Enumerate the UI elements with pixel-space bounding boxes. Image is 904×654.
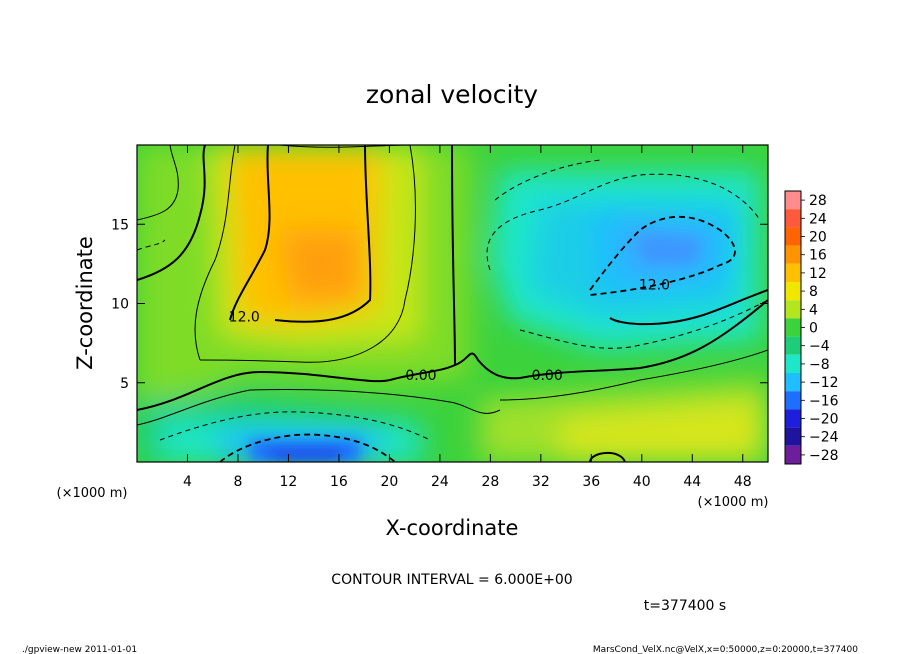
plot-area xyxy=(137,145,768,462)
footer-right: MarsCond_VelX.nc@VelX,x=0:50000,z=0:2000… xyxy=(593,645,858,654)
colorbar-swatch xyxy=(785,336,801,355)
colorbar-label: −4 xyxy=(809,339,830,355)
contour-interval: CONTOUR INTERVAL = 6.000E+00 xyxy=(331,572,572,588)
contour-label: 0.00 xyxy=(532,368,563,384)
colorbar-swatch xyxy=(785,354,801,373)
colorbar-label: 12 xyxy=(809,266,827,282)
x-tick-label: 12 xyxy=(280,474,298,490)
x-unit-label-left: (×1000 m) xyxy=(57,486,128,501)
colorbar-label: 24 xyxy=(809,211,827,227)
x-tick-label: 8 xyxy=(233,474,242,490)
time-label: t=377400 s xyxy=(644,598,726,614)
colorbar-label: 8 xyxy=(809,284,818,300)
x-tick-label: 44 xyxy=(683,474,701,490)
colorbar-swatch xyxy=(785,445,801,464)
y-tick-label: 10 xyxy=(111,297,129,313)
colorbar-swatch xyxy=(785,282,801,301)
colorbar-label: −20 xyxy=(809,412,839,428)
x-tick-label: 24 xyxy=(431,474,449,490)
footer-left: ./gpview-new 2011-01-01 xyxy=(22,645,137,654)
x-axis-label: X-coordinate xyxy=(386,516,519,540)
y-tick-label: 5 xyxy=(120,376,129,392)
colorbar-label: −28 xyxy=(809,448,839,464)
contour-label: 12.0 xyxy=(639,278,670,294)
colorbar-swatch xyxy=(785,391,801,410)
contour-label: 0.00 xyxy=(405,368,436,384)
colorbar-swatch xyxy=(785,209,801,228)
x-tick-label: 32 xyxy=(532,474,550,490)
colorbar-label: −8 xyxy=(809,357,830,373)
colorbar-label: −24 xyxy=(809,430,839,446)
colorbar-swatch xyxy=(785,263,801,282)
y-axis-label: Z-coordinate xyxy=(73,236,97,370)
colorbar-label: 16 xyxy=(809,248,827,264)
contour-label: 12.0 xyxy=(229,309,260,325)
colorbar-label: 20 xyxy=(809,230,827,246)
colorbar-swatch xyxy=(785,427,801,446)
colorbar-label: 4 xyxy=(809,302,818,318)
x-tick-label: 16 xyxy=(330,474,348,490)
colorbar-swatch xyxy=(785,318,801,337)
colorbar-swatch xyxy=(785,191,801,210)
x-tick-label: 20 xyxy=(380,474,398,490)
colorbar-label: −12 xyxy=(809,375,839,391)
colorbar-label: 28 xyxy=(809,193,827,209)
colorbar-swatch xyxy=(785,227,801,246)
chart-title: zonal velocity xyxy=(366,80,538,109)
x-tick-label: 36 xyxy=(582,474,600,490)
colorbar-swatch xyxy=(785,373,801,392)
colorbar-label: −16 xyxy=(809,393,839,409)
colorbar-swatch xyxy=(785,245,801,264)
x-unit-label-right: (×1000 m) xyxy=(698,495,769,510)
x-tick-label: 4 xyxy=(183,474,192,490)
colorbar-frame xyxy=(784,190,802,465)
colorbar-label: 0 xyxy=(809,321,818,337)
x-tick-label: 48 xyxy=(734,474,752,490)
x-tick-label: 40 xyxy=(633,474,651,490)
colorbar-swatch xyxy=(785,300,801,319)
y-tick-label: 15 xyxy=(111,217,129,233)
colorbar: 28 24 20 16 12 8 4 0 −4 −8 −12 −16 −20 −24 −28 xyxy=(784,190,839,465)
x-tick-label: 28 xyxy=(481,474,499,490)
colorbar-swatch xyxy=(785,409,801,428)
